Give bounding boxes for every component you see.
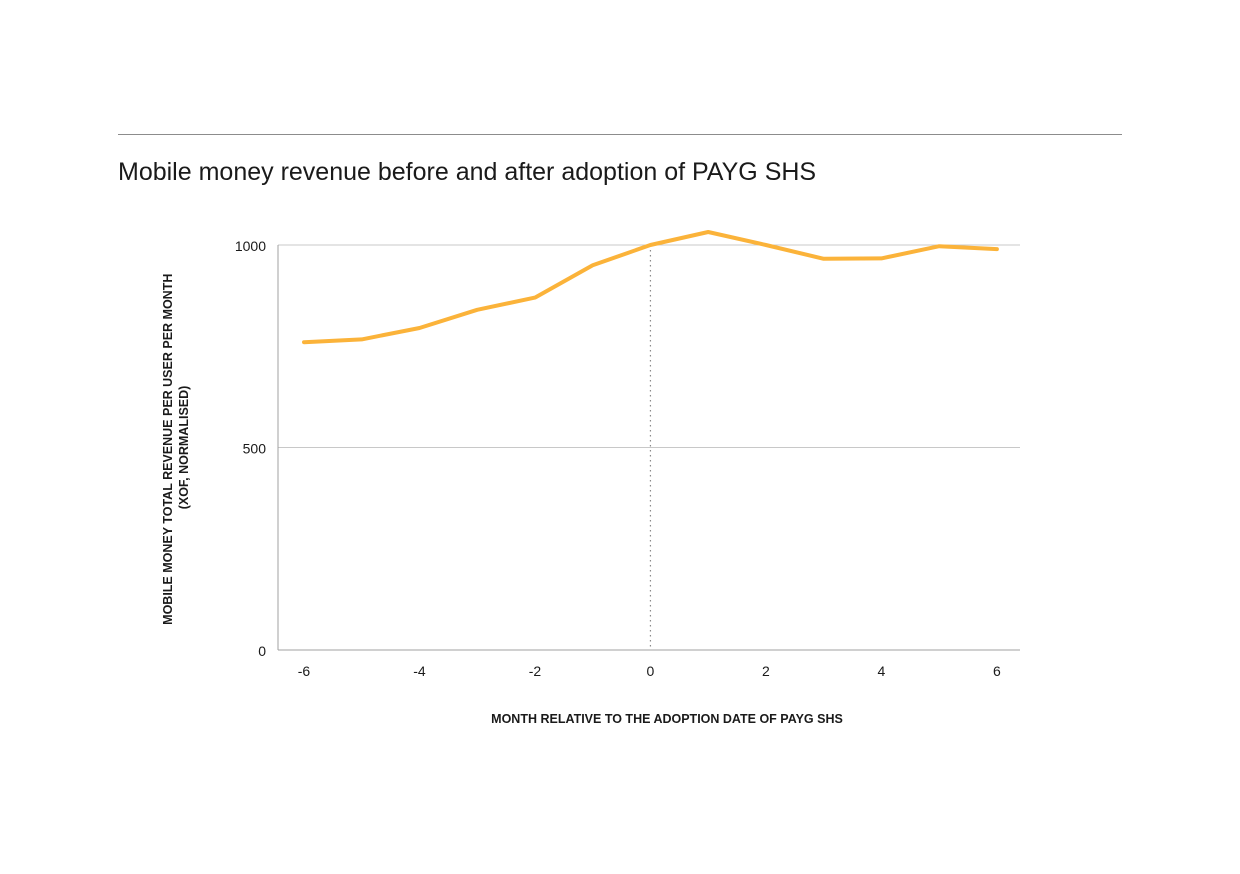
- x-tick-label: 0: [647, 663, 655, 679]
- x-tick-label: -4: [413, 663, 426, 679]
- chart-title: Mobile money revenue before and after ad…: [118, 158, 817, 186]
- data-point: [880, 257, 882, 259]
- data-point: [361, 338, 363, 340]
- y-tick-label: 500: [243, 441, 267, 457]
- x-axis-title: MONTH RELATIVE TO THE ADOPTION DATE OF P…: [491, 712, 843, 726]
- data-point: [765, 244, 767, 246]
- y-tick-label: 1000: [235, 238, 266, 254]
- label-layer: 0 500 1000 -6 -4 -2 0 2 4 6: [235, 238, 1001, 679]
- y-tick-label: 0: [258, 643, 266, 659]
- axis-layer: [277, 245, 1020, 651]
- data-point: [303, 341, 305, 343]
- data-point: [996, 248, 998, 250]
- data-point: [823, 258, 825, 260]
- y-axis-title-line-2: (XOF, NORMALISED): [177, 386, 191, 510]
- top-divider: [118, 134, 1122, 135]
- data-point: [938, 245, 940, 247]
- data-point: [418, 327, 420, 329]
- x-tick-label: 2: [762, 663, 770, 679]
- series-layer: [302, 230, 999, 345]
- x-tick-label: -6: [298, 663, 311, 679]
- x-tick-label: 6: [993, 663, 1001, 679]
- grid-layer: [278, 244, 1020, 448]
- data-point: [592, 264, 594, 266]
- data-point: [476, 309, 478, 311]
- data-point: [707, 231, 709, 233]
- data-point: [534, 297, 536, 299]
- y-axis-title: MOBILE MONEY TOTAL REVENUE PER USER PER …: [161, 270, 191, 625]
- x-tick-label: -2: [529, 663, 542, 679]
- data-point: [649, 244, 651, 246]
- y-axis-title-line-1: MOBILE MONEY TOTAL REVENUE PER USER PER …: [161, 274, 175, 625]
- x-tick-label: 4: [878, 663, 886, 679]
